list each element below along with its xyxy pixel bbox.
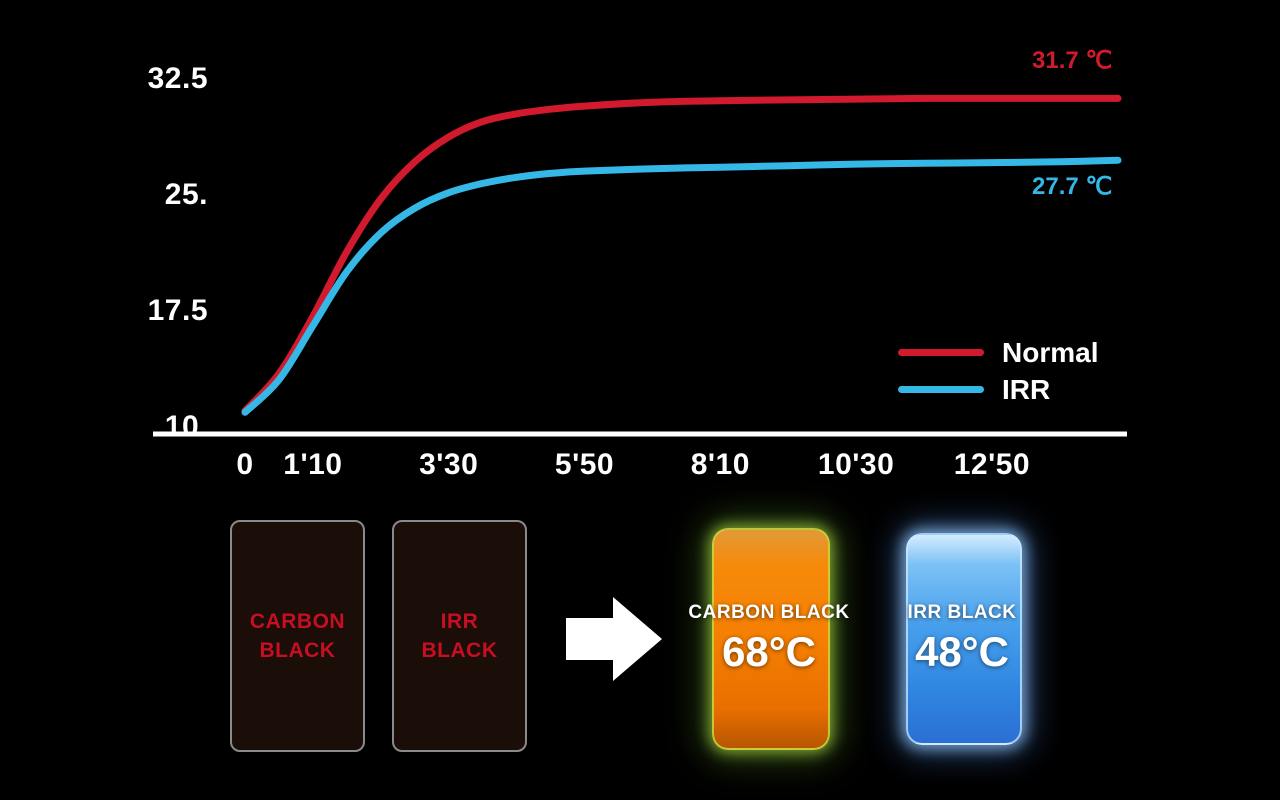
irr-black-thermal-temp: 48°C bbox=[915, 628, 1009, 675]
chart-legend: Normal IRR bbox=[898, 334, 1098, 408]
x-tick-label: 0 bbox=[236, 448, 254, 481]
y-tick-label: 25. bbox=[164, 178, 208, 211]
irr-black-sample-line2: BLACK bbox=[421, 639, 498, 662]
irr-black-sample-label: IRR BLACK bbox=[422, 607, 498, 666]
irr-black-thermal-image bbox=[906, 533, 1022, 745]
carbon-black-sample-panel: CARBON BLACK bbox=[230, 520, 365, 752]
y-tick-label: 10. bbox=[164, 410, 208, 443]
normal-final-temp-label: 31.7 ℃ bbox=[1032, 47, 1113, 74]
y-tick-label: 17.5 bbox=[147, 294, 208, 327]
carbon-black-sample-label: CARBON BLACK bbox=[250, 607, 345, 666]
irr-series-line bbox=[241, 156, 1122, 416]
carbon-black-thermal-temp: 68°C bbox=[722, 628, 816, 675]
irr-legend-label: IRR bbox=[1002, 373, 1051, 405]
x-tick-label: 12'50 bbox=[953, 448, 1031, 481]
x-tick-label: 10'30 bbox=[817, 448, 895, 481]
y-tick-label: 32.5 bbox=[147, 62, 208, 95]
irr-black-sample-line1: IRR bbox=[440, 609, 479, 633]
irr-black-thermal-label: IRR BLACK bbox=[907, 602, 1017, 623]
legend-row-irr: IRR bbox=[898, 371, 1098, 408]
carbon-black-sample-line1: CARBON bbox=[249, 609, 346, 633]
normal-legend-swatch bbox=[898, 349, 984, 356]
irr-final-temp-label: 27.7 ℃ bbox=[1032, 173, 1113, 200]
x-tick-label: 1'10 bbox=[283, 448, 343, 481]
normal-legend-label: Normal bbox=[1002, 336, 1099, 368]
carbon-black-thermal-image bbox=[712, 528, 830, 750]
x-tick-label: 5'50 bbox=[554, 448, 615, 481]
carbon-black-thermal-label: CARBON BLACK bbox=[688, 602, 850, 623]
carbon-black-thermal-caption: CARBON BLACK 68°C bbox=[649, 602, 889, 676]
irr-black-sample-panel: IRR BLACK bbox=[392, 520, 527, 752]
temperature-line-chart bbox=[153, 94, 1127, 437]
legend-row-normal: Normal bbox=[898, 334, 1098, 371]
irr-legend-swatch bbox=[898, 386, 984, 393]
x-tick-label: 3'30 bbox=[419, 448, 479, 481]
x-tick-label: 8'10 bbox=[690, 448, 750, 481]
arrow-right-icon bbox=[566, 597, 662, 681]
irr-black-thermal-caption: IRR BLACK 48°C bbox=[842, 602, 1082, 676]
normal-series-line bbox=[241, 94, 1122, 415]
carbon-black-sample-line2: BLACK bbox=[259, 639, 336, 662]
